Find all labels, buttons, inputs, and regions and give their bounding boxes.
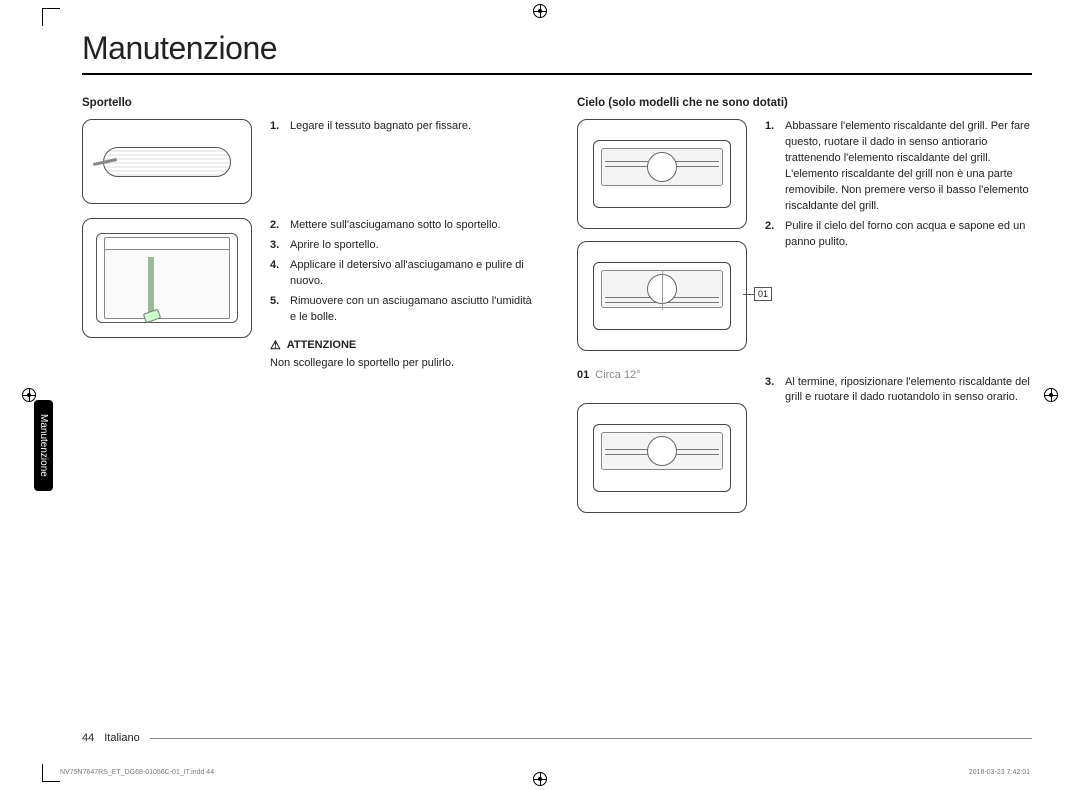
- callout-01-tag: 01: [754, 287, 772, 301]
- meta-left: NV75N7647RS_ET_DG68-01056C-01_IT.indd 44: [60, 769, 214, 776]
- left-heading: Sportello: [82, 97, 537, 109]
- right-steps-1: 1.Abbassare l'elemento riscaldante del g…: [765, 119, 1032, 251]
- fig-cloth-roll: [82, 119, 252, 204]
- right-heading: Cielo (solo modelli che ne sono dotati): [577, 97, 1032, 109]
- fig-oven-top-2: 01: [577, 241, 747, 351]
- right-steps-2: 3.Al termine, riposizionare l'elemento r…: [765, 375, 1032, 407]
- left-steps-2: 2.Mettere sull'asciugamano sotto lo spor…: [270, 218, 537, 326]
- fig-oven-top-1: [577, 119, 747, 229]
- page-number: 44: [82, 732, 94, 744]
- fig-oven-top-3: [577, 403, 747, 513]
- fig-door-open: [82, 218, 252, 338]
- caution-heading: ATTENZIONE: [270, 338, 537, 352]
- meta-right: 2018-03-23 7:42:01: [969, 769, 1030, 776]
- col-right: Cielo (solo modelli che ne sono dotati) …: [577, 97, 1032, 527]
- col-left: Sportello 1.Legare il tessuto bagnato pe…: [82, 97, 537, 527]
- page-lang: Italiano: [104, 732, 139, 744]
- callout-01: 01Circa 12°: [577, 369, 747, 381]
- left-steps-1: 1.Legare il tessuto bagnato per fissare.: [270, 119, 471, 139]
- page-title: Manutenzione: [82, 30, 1032, 75]
- side-tab: Manutenzione: [34, 400, 53, 491]
- caution-text: Non scollegare lo sportello per pulirlo.: [270, 356, 537, 371]
- footer: 44 Italiano: [82, 732, 1032, 744]
